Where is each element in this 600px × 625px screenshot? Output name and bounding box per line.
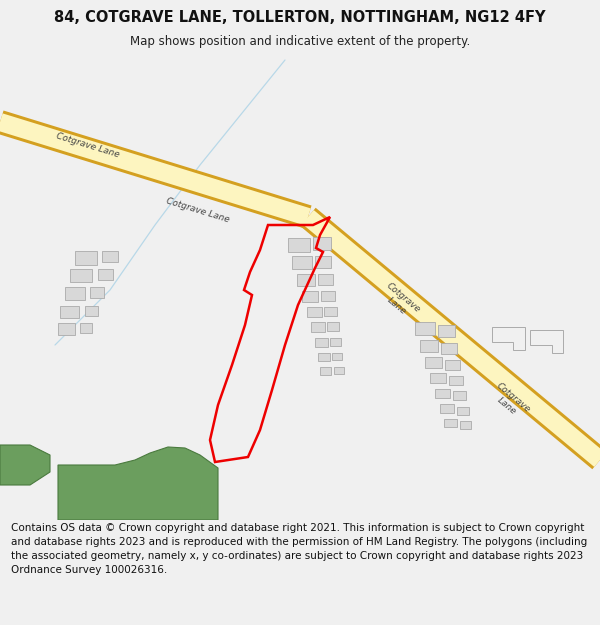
Polygon shape	[75, 251, 97, 265]
Text: Contains OS data © Crown copyright and database right 2021. This information is : Contains OS data © Crown copyright and d…	[11, 523, 587, 575]
Polygon shape	[297, 274, 315, 286]
Polygon shape	[302, 291, 318, 302]
Polygon shape	[315, 338, 328, 347]
Polygon shape	[65, 287, 85, 300]
Polygon shape	[311, 322, 325, 332]
Text: Map shows position and indicative extent of the property.: Map shows position and indicative extent…	[130, 35, 470, 48]
Polygon shape	[301, 208, 600, 469]
Polygon shape	[80, 323, 92, 333]
Polygon shape	[58, 447, 218, 520]
Polygon shape	[332, 353, 342, 360]
Polygon shape	[321, 291, 335, 301]
Polygon shape	[441, 343, 457, 354]
Polygon shape	[58, 323, 75, 335]
Polygon shape	[415, 322, 435, 335]
Polygon shape	[85, 306, 98, 316]
Text: Cotgrave
Lane: Cotgrave Lane	[378, 281, 422, 322]
Polygon shape	[457, 407, 469, 415]
Text: Cotgrave Lane: Cotgrave Lane	[55, 131, 121, 159]
Polygon shape	[330, 338, 341, 346]
Polygon shape	[70, 269, 92, 282]
Polygon shape	[313, 237, 331, 250]
Polygon shape	[435, 389, 450, 398]
Polygon shape	[0, 445, 50, 485]
Polygon shape	[425, 357, 442, 368]
Text: Cotgrave Lane: Cotgrave Lane	[165, 196, 230, 224]
Polygon shape	[0, 113, 311, 226]
Polygon shape	[315, 256, 331, 268]
Polygon shape	[327, 322, 339, 331]
Polygon shape	[445, 360, 460, 370]
Polygon shape	[453, 391, 466, 400]
Polygon shape	[0, 111, 311, 229]
Polygon shape	[444, 419, 457, 427]
Polygon shape	[90, 287, 104, 298]
Polygon shape	[302, 210, 600, 467]
Polygon shape	[60, 306, 79, 318]
Polygon shape	[318, 353, 330, 361]
Polygon shape	[449, 376, 463, 385]
Polygon shape	[460, 421, 471, 429]
Text: Cotgrave
Lane: Cotgrave Lane	[488, 381, 532, 423]
Polygon shape	[438, 325, 455, 337]
Polygon shape	[440, 404, 454, 413]
Polygon shape	[420, 340, 438, 352]
Polygon shape	[102, 251, 118, 262]
Polygon shape	[292, 256, 312, 269]
Polygon shape	[288, 238, 310, 252]
Polygon shape	[320, 367, 331, 375]
Polygon shape	[318, 274, 333, 285]
Polygon shape	[324, 307, 337, 316]
Polygon shape	[430, 373, 446, 383]
Text: 84, COTGRAVE LANE, TOLLERTON, NOTTINGHAM, NG12 4FY: 84, COTGRAVE LANE, TOLLERTON, NOTTINGHAM…	[54, 10, 546, 25]
Polygon shape	[98, 269, 113, 280]
Polygon shape	[334, 367, 344, 374]
Polygon shape	[307, 307, 322, 317]
